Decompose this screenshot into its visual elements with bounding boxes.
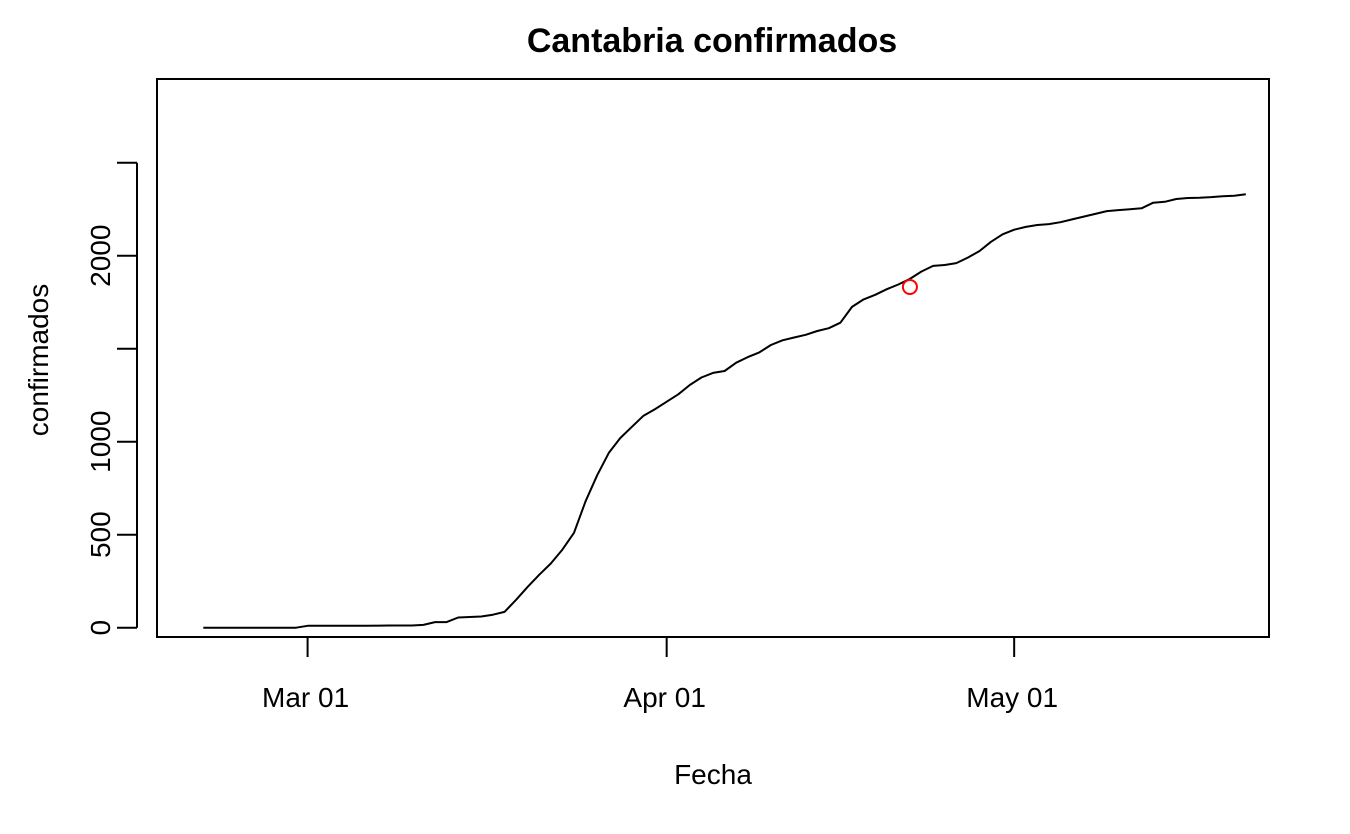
y-axis: 0 500 1000 2000: [85, 161, 138, 636]
plot-frame: [156, 78, 1270, 638]
x-tick-label: May 01: [966, 682, 1058, 713]
x-tick-label: Apr 01: [623, 682, 706, 713]
y-tick-label: 1000: [85, 411, 116, 473]
x-axis-label: Fecha: [674, 759, 752, 790]
y-tick-label: 0: [85, 620, 116, 636]
chart-title: Cantabria confirmados: [527, 22, 897, 60]
highlight-point: [901, 278, 918, 295]
y-axis-label: confirmados: [23, 284, 54, 437]
x-tick-label: Mar 01: [262, 682, 349, 713]
y-tick-label: 500: [85, 511, 116, 558]
x-axis: Mar 01 Apr 01 May 01: [262, 636, 1058, 713]
series-layer: [203, 193, 1246, 629]
series-line: [203, 193, 1246, 629]
y-tick-label: 2000: [85, 225, 116, 287]
